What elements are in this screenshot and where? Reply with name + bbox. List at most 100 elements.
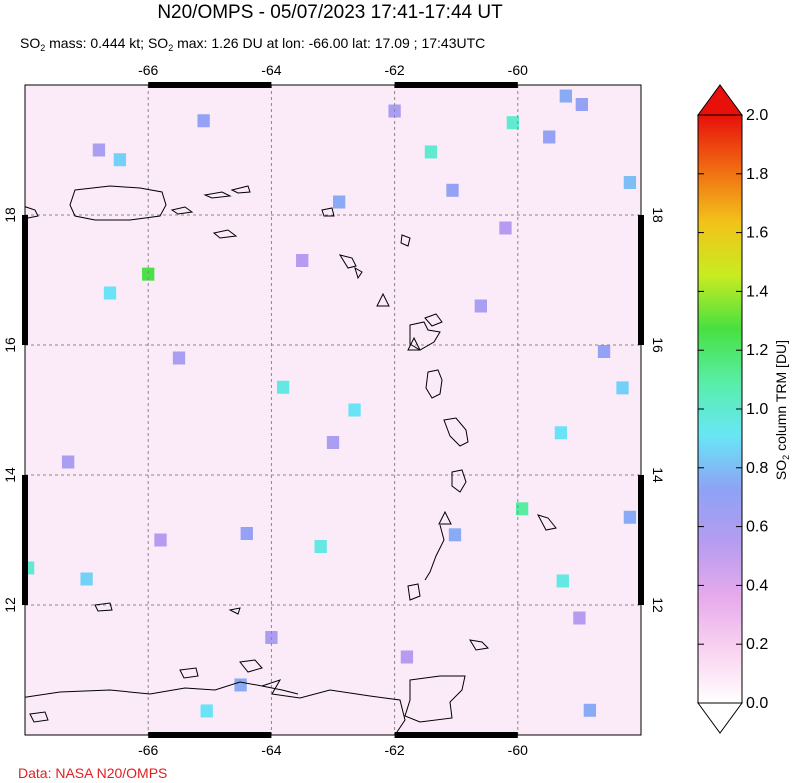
- colorbar-ramp: [697, 114, 743, 704]
- volcanoes: [376, 292, 452, 525]
- coastline: [25, 206, 39, 219]
- so2-pixel: [623, 176, 637, 189]
- so2-pixel: [142, 267, 155, 281]
- y-tick-label-right: 12: [650, 597, 666, 613]
- so2-pixel: [400, 650, 414, 664]
- colorbar-tick-label: 0.4: [746, 577, 768, 594]
- x-tick-label-top: -64: [261, 62, 281, 78]
- grid: [25, 85, 641, 735]
- colorbar-label-part: column TRM [DU]: [773, 340, 789, 455]
- colorbar-label: SO2 column TRM [DU]: [773, 340, 791, 480]
- volcano-marker: [438, 510, 452, 525]
- colorbar-tick-label: 1.6: [746, 225, 768, 242]
- coastline: [425, 369, 443, 399]
- colorbar-tick-label: 1.0: [746, 401, 768, 418]
- so2-pixel: [448, 528, 462, 542]
- colorbar-tick-label: 0.0: [746, 695, 768, 712]
- x-tick-label-top: -66: [138, 62, 158, 78]
- y-tick-label-right: 16: [650, 337, 666, 353]
- so2-pixel: [573, 611, 586, 625]
- colorbar-label-sub: 2: [781, 455, 791, 460]
- colorbar-tick-label: 0.8: [746, 460, 768, 477]
- so2-pixel: [499, 221, 512, 235]
- so2-pixel: [554, 426, 568, 440]
- so2-pixel: [154, 533, 167, 547]
- so2-pixel: [25, 561, 35, 575]
- so2-pixel: [597, 345, 611, 358]
- x-tick-label-bottom: -66: [138, 742, 158, 758]
- subtitle-part: max: 1.26 DU at lon: -66.00 lat: 17.09 ;…: [173, 35, 485, 51]
- so2-pixel: [240, 527, 253, 540]
- colorbar-tick-label: 1.2: [746, 342, 768, 359]
- colorbar-tick-label: 1.8: [746, 166, 768, 183]
- so2-pixel: [314, 540, 327, 553]
- so2-pixel: [575, 98, 589, 111]
- so2-pixel: [348, 403, 361, 417]
- so2-pixel: [424, 145, 438, 159]
- coastline: [321, 207, 411, 280]
- colorbar-extend-top: [697, 84, 743, 116]
- y-tick-label-left: 16: [2, 337, 18, 353]
- pixel-layer: [25, 89, 637, 718]
- so2-pixel: [559, 89, 573, 103]
- colorbar-extend-bottom: [697, 702, 743, 734]
- coastline: [443, 417, 469, 493]
- coastline: [94, 602, 241, 615]
- colorbar-tick-label: 0.6: [746, 519, 768, 536]
- so2-pixel: [113, 153, 127, 167]
- so2-pixel: [446, 183, 459, 197]
- x-tick-label-bottom: -62: [384, 742, 404, 758]
- y-tick-label-left: 18: [2, 207, 18, 223]
- so2-pixel: [103, 286, 117, 300]
- coastline: [404, 639, 490, 723]
- so2-pixel: [623, 510, 637, 524]
- map-frame: -66 -66 -64 -64 -62 -62 -60 -60 12 12 14 14 16 16 18 18: [2, 62, 666, 758]
- so2-pixel: [333, 195, 346, 209]
- source-note: Data: NASA N20/OMPS: [18, 765, 167, 781]
- x-tick-label-bottom: -60: [508, 742, 528, 758]
- x-tick-label-bottom: -64: [261, 742, 281, 758]
- subtitle-part: SO: [20, 35, 40, 51]
- so2-pixel: [543, 130, 556, 144]
- coastline: [170, 185, 251, 239]
- so2-pixel: [80, 572, 93, 586]
- so2-pixel: [276, 380, 290, 394]
- so2-pixel: [200, 704, 213, 718]
- y-tick-label-right: 18: [650, 207, 666, 223]
- frame-border: [24, 84, 642, 736]
- so2-pixel: [616, 381, 629, 395]
- volcano-marker: [376, 292, 390, 307]
- colorbar-tick-label: 1.4: [746, 283, 768, 300]
- y-tick-label-left: 12: [2, 597, 18, 613]
- colorbar-label-part: SO: [773, 460, 789, 480]
- colorbar: 0.0 0.2 0.4 0.6 0.8 1.0 1.2 1.4 1.6 1.8 2.0: [697, 84, 768, 734]
- so2-pixel: [61, 455, 75, 469]
- coastline: [409, 313, 443, 351]
- volcano-marker: [407, 336, 421, 351]
- coastline: [69, 185, 167, 221]
- coastline: [25, 659, 406, 735]
- map-background: [25, 85, 641, 735]
- y-tick-label-right: 14: [650, 467, 666, 483]
- subtitle-part: mass: 0.444 kt; SO: [45, 35, 168, 51]
- subtitle: SO2 mass: 0.444 kt; SO2 max: 1.26 DU at …: [20, 35, 485, 53]
- so2-pixel: [583, 703, 597, 717]
- subtitle-sub: 2: [40, 43, 45, 53]
- so2-pixel: [197, 114, 210, 128]
- so2-pixel: [92, 143, 106, 157]
- subtitle-sub: 2: [168, 43, 173, 53]
- so2-pixel: [556, 574, 569, 588]
- colorbar-tick-label: 2.0: [746, 107, 768, 124]
- so2-pixel: [506, 116, 520, 130]
- x-tick-label-top: -62: [384, 62, 404, 78]
- coastline: [407, 514, 557, 601]
- so2-pixel: [474, 299, 487, 313]
- so2-pixel: [515, 502, 529, 516]
- so2-pixel: [326, 436, 340, 449]
- coastlines: [25, 185, 557, 735]
- colorbar-tick-label: 0.2: [746, 636, 768, 653]
- chart-title: N20/OMPS - 05/07/2023 17:41-17:44 UT: [157, 2, 503, 23]
- so2-pixel: [172, 351, 186, 365]
- so2-pixel: [296, 254, 309, 267]
